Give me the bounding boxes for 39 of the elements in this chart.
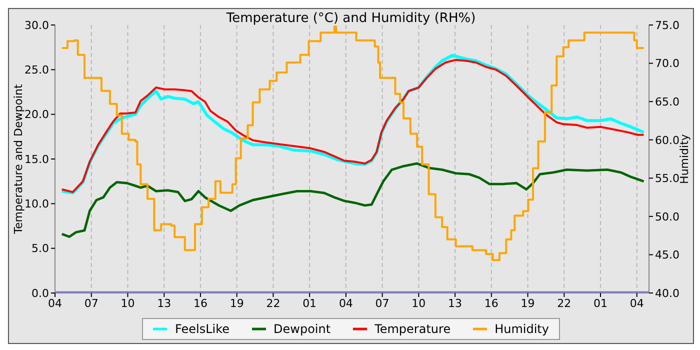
x-tick-label: 04 [48, 296, 62, 310]
x-tick-label: 10 [120, 296, 135, 310]
y-tick-label: 0.0 [32, 286, 49, 300]
x-tick-label: 07 [84, 296, 98, 310]
y-tick-label: 30.0 [24, 18, 49, 32]
y2-tick-label: 50.0 [655, 210, 680, 224]
y-tick-label: 15.0 [24, 152, 49, 166]
x-tick-label: 19 [520, 296, 535, 310]
y-tick-label: 5.0 [32, 242, 49, 256]
x-tick-label: 16 [484, 296, 498, 310]
y2-tick-label: 75.0 [655, 18, 680, 32]
legend-label: Dewpoint [274, 322, 331, 336]
x-tick-label: 13 [448, 296, 462, 310]
y-tick-label: 25.0 [24, 64, 49, 77]
x-tick-label: 01 [302, 296, 317, 310]
x-tick-label: 22 [266, 296, 280, 310]
y2-tick-label: 40.0 [655, 286, 680, 300]
y-axis-title: Temperature and Dewpoint [12, 83, 25, 235]
y2-axis-title: Humidity [678, 134, 691, 184]
x-tick-label: 22 [557, 296, 572, 310]
x-tick-label: 13 [157, 296, 172, 310]
y2-tick-label: 60.0 [655, 134, 680, 147]
x-tick-label: 04 [630, 296, 644, 310]
chart-title: Temperature (°C) and Humidity (RH%) [226, 11, 476, 26]
legend-label: FeelsLike [174, 322, 230, 336]
y2-tick-label: 55.0 [655, 172, 680, 186]
y-tick-label: 20.0 [24, 108, 49, 122]
y-tick-label: 10.0 [24, 198, 49, 211]
x-tick-label: 16 [193, 296, 208, 310]
x-tick-label: 01 [594, 296, 608, 310]
y2-tick-label: 45.0 [655, 248, 680, 262]
y2-tick-label: 65.0 [655, 95, 680, 108]
x-tick-label: 04 [338, 296, 353, 310]
x-tick-label: 19 [230, 296, 244, 310]
x-tick-label: 07 [375, 296, 390, 310]
legend-label: Humidity [494, 322, 549, 336]
y2-tick-label: 70.0 [655, 57, 680, 70]
x-tick-label: 10 [412, 296, 426, 310]
legend-label: Temperature [374, 322, 451, 336]
